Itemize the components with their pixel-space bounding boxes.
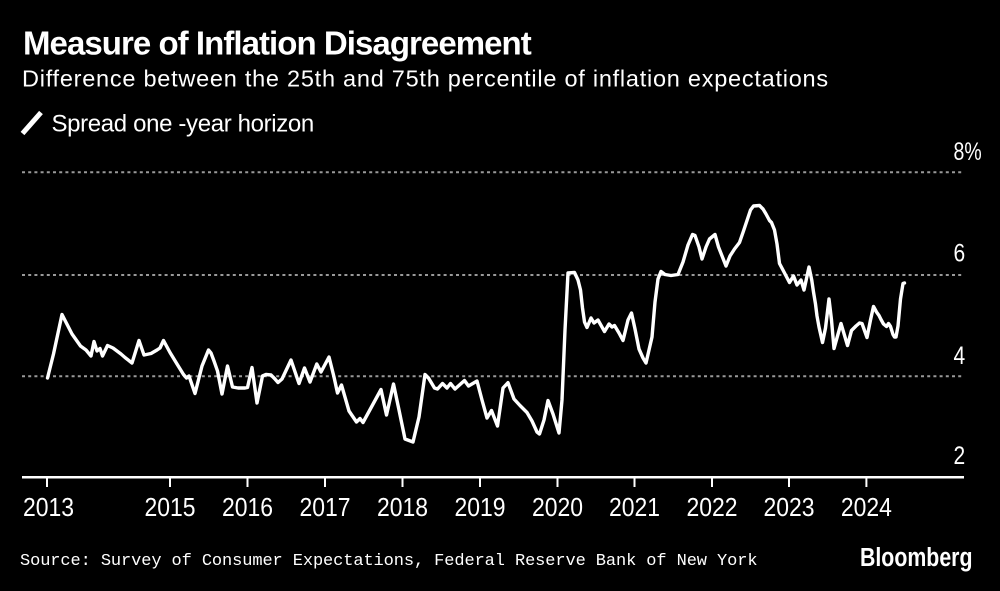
svg-text:Difference between the 25th an: Difference between the 25th and 75th per… <box>22 66 829 92</box>
svg-text:2: 2 <box>954 441 966 469</box>
svg-text:2015: 2015 <box>144 494 195 522</box>
svg-text:Spread one -year horizon: Spread one -year horizon <box>52 111 314 138</box>
svg-text:2017: 2017 <box>299 494 350 522</box>
svg-text:2021: 2021 <box>609 494 660 522</box>
svg-text:2018: 2018 <box>377 494 428 522</box>
svg-text:2016: 2016 <box>222 494 273 522</box>
svg-text:Source: Survey of Consumer Exp: Source: Survey of Consumer Expectations,… <box>20 552 757 571</box>
svg-text:2019: 2019 <box>454 494 505 522</box>
svg-text:6: 6 <box>954 239 966 267</box>
svg-text:Measure of Inflation Disagreem: Measure of Inflation Disagreement <box>23 25 532 62</box>
svg-text:8%: 8% <box>954 138 982 166</box>
svg-text:2024: 2024 <box>841 494 892 522</box>
svg-text:2013: 2013 <box>23 494 74 522</box>
svg-text:2020: 2020 <box>532 494 583 522</box>
svg-text:2022: 2022 <box>686 494 737 522</box>
svg-text:4: 4 <box>954 341 966 369</box>
svg-text:2023: 2023 <box>763 494 814 522</box>
svg-text:Bloomberg: Bloomberg <box>860 543 972 573</box>
